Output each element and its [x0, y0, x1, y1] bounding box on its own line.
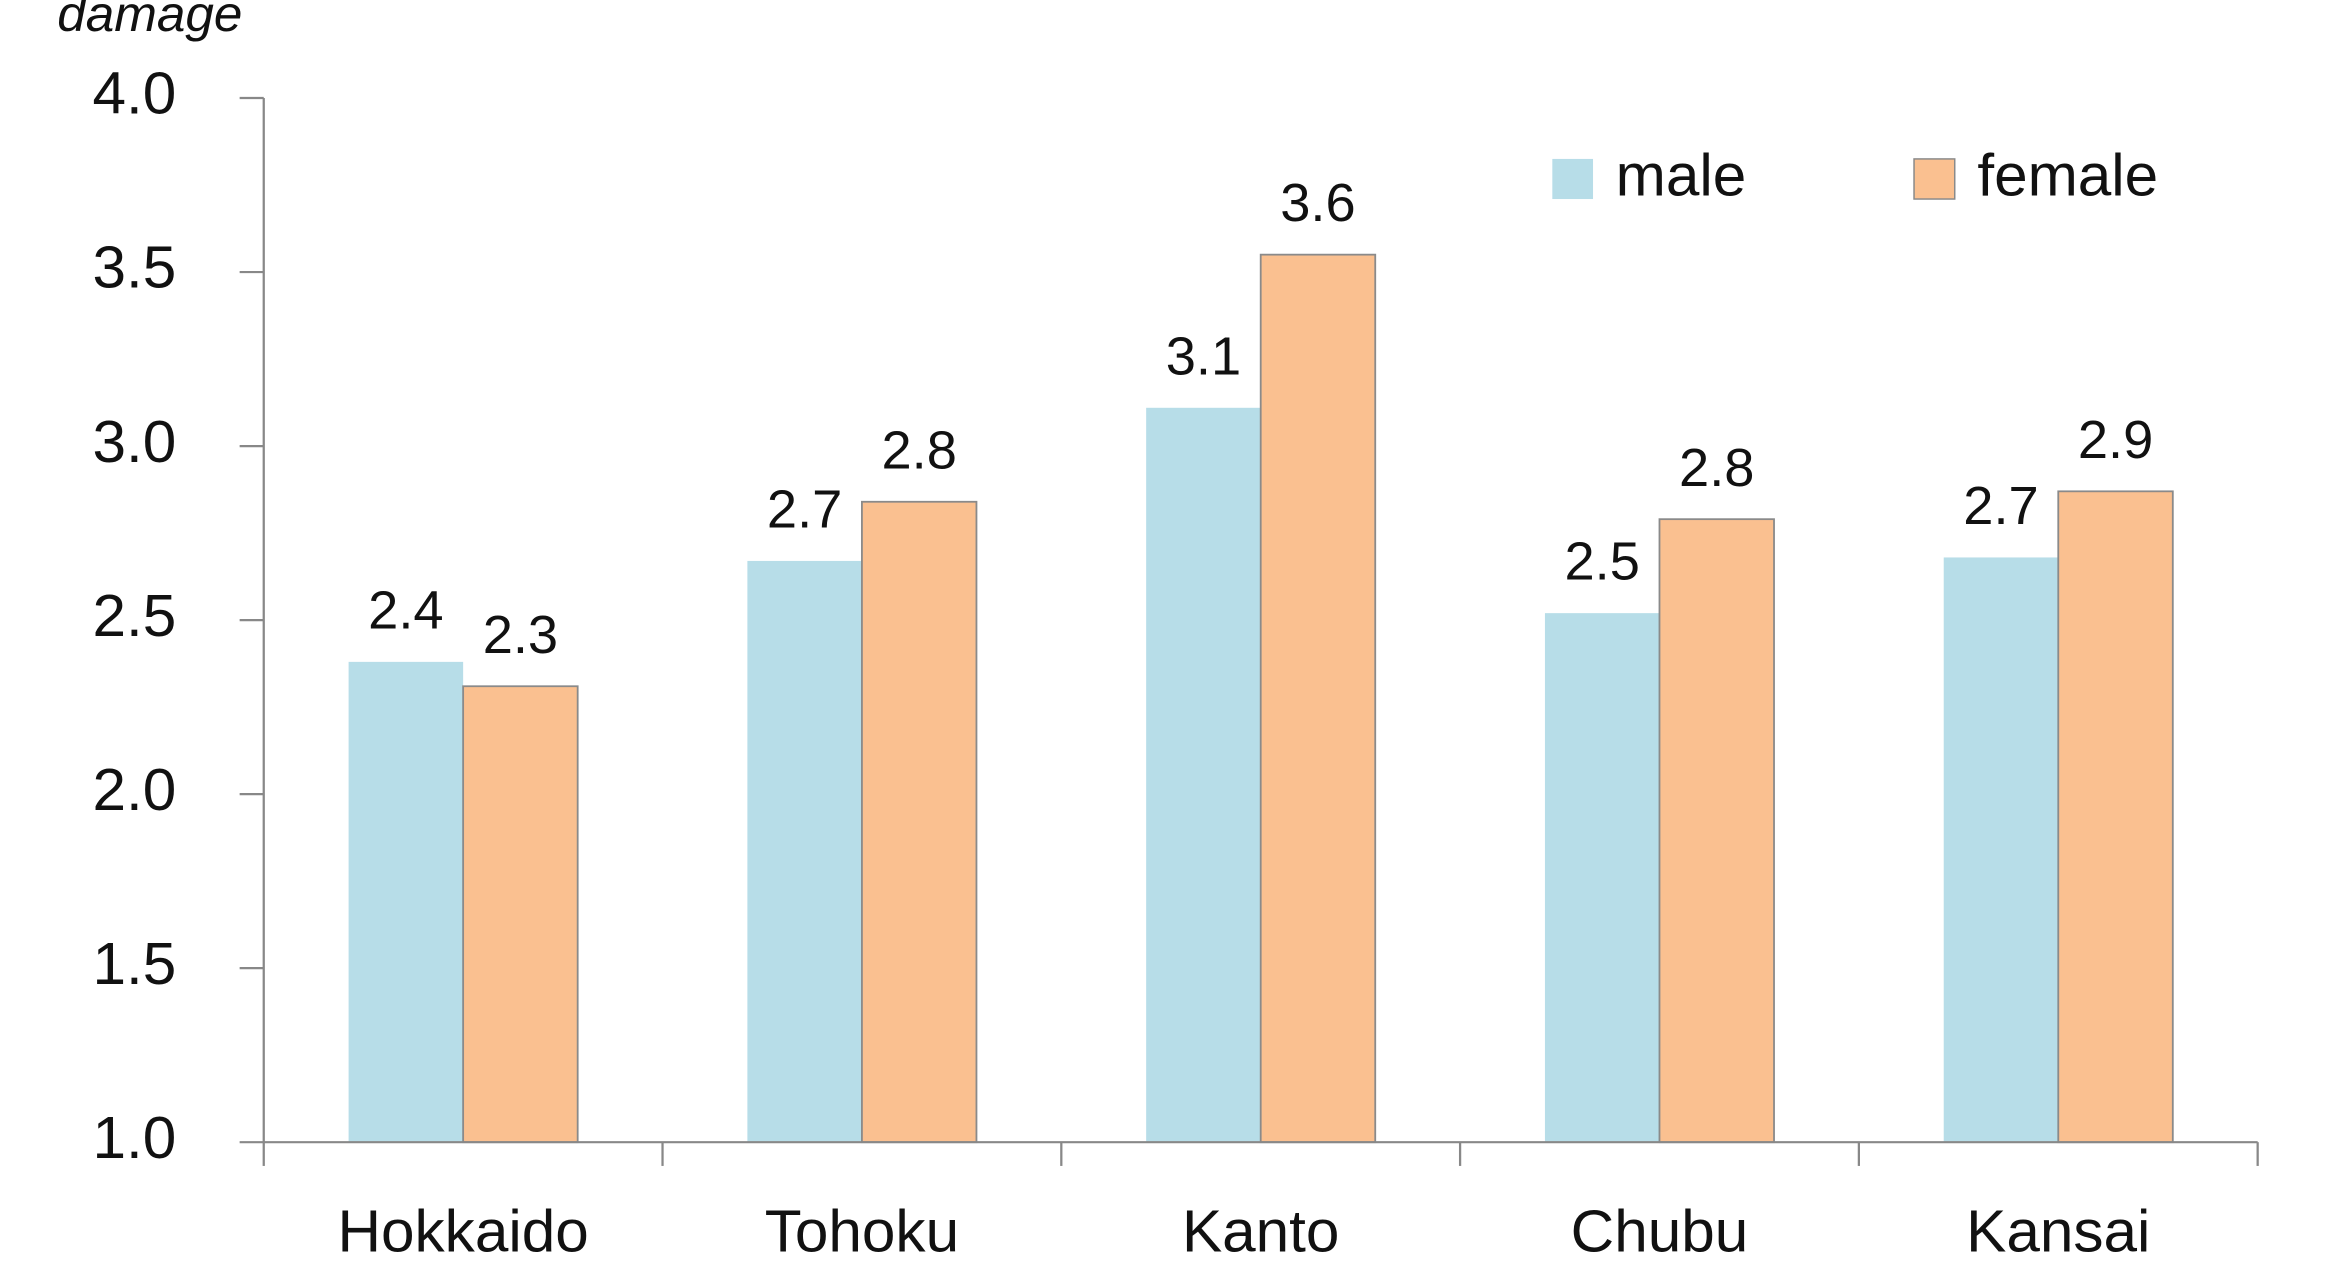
x-tick-label: Chubu: [1571, 1198, 1749, 1261]
bar: [1658, 518, 1775, 1144]
legend-swatch: [1552, 158, 1594, 200]
x-tick-label: Hokkaido: [338, 1198, 589, 1261]
value-label: 2.4: [368, 581, 443, 641]
y-axis-label: damage: [57, 0, 242, 42]
value-label: 3.6: [1280, 174, 1355, 234]
bar: [1544, 613, 1660, 1143]
legend-label: male: [1616, 142, 1747, 209]
x-tick-label: Kansai: [1966, 1198, 2150, 1261]
legend-label: female: [1977, 142, 2158, 209]
value-label: 2.3: [483, 605, 558, 665]
y-tick-label: 1.5: [93, 930, 177, 997]
bar: [348, 661, 464, 1143]
bar: [1146, 407, 1261, 1143]
y-tick-label: 3.0: [93, 408, 177, 475]
value-label: 2.9: [2078, 410, 2153, 470]
x-tick-label: Tohoku: [765, 1198, 959, 1261]
y-tick-label: 2.5: [93, 582, 177, 649]
x-tick-label: Kanto: [1182, 1198, 1339, 1261]
y-tick-label: 1.0: [93, 1104, 177, 1171]
bar: [747, 560, 862, 1143]
value-label: 2.7: [1963, 476, 2038, 536]
bar: [462, 685, 579, 1144]
y-tick-label: 4.0: [93, 60, 177, 127]
value-label: 2.7: [767, 480, 842, 540]
value-label: 3.1: [1166, 327, 1241, 387]
y-tick-label: 3.5: [93, 234, 177, 301]
bar: [861, 500, 978, 1144]
bar: [1259, 253, 1377, 1144]
value-label: 2.5: [1565, 532, 1640, 592]
value-label: 2.8: [1679, 438, 1754, 498]
y-tick-label: 2.0: [93, 756, 177, 823]
bar: [1943, 557, 2059, 1143]
value-label: 2.8: [881, 421, 956, 481]
legend-swatch: [1913, 158, 1956, 200]
bar: [2057, 490, 2174, 1144]
